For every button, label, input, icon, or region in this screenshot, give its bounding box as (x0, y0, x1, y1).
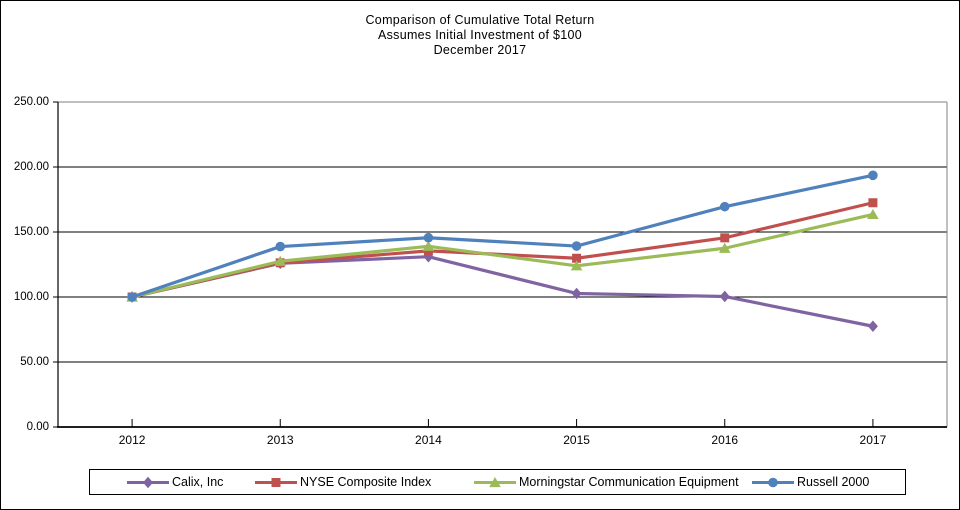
series-marker-calix-inc (423, 250, 434, 263)
legend-label-morningstar-communication-equipment: Morningstar Communication Equipment (519, 475, 739, 489)
series-marker-morningstar-communication-equipment (718, 242, 731, 253)
y-axis-tick-label: 0.00 (26, 421, 49, 433)
diamond-marker-icon (127, 476, 169, 488)
series-marker-nyse-composite-index (720, 233, 730, 243)
series-marker-russell-2000 (719, 201, 730, 212)
y-axis-tick-label: 200.00 (13, 161, 49, 173)
series-line-russell-2000 (130, 173, 875, 299)
chart-title-line3: December 2017 (433, 43, 527, 57)
series-line-calix-inc (130, 255, 875, 328)
legend-marker-calix-inc (143, 476, 153, 488)
series-marker-russell-2000 (127, 292, 137, 302)
x-axis-tick-label: 2013 (266, 433, 294, 447)
circle-marker-icon (752, 477, 794, 487)
x-axis-tick-label: 2014 (415, 433, 442, 447)
square-marker-icon (255, 477, 297, 487)
series-marker-russell-2000 (868, 170, 878, 181)
series-marker-russell-2000 (275, 241, 286, 252)
series-marker-russell-2000 (571, 241, 582, 251)
series-line-nyse-composite-index (130, 201, 875, 299)
legend-item-russell-2000: Russell 2000 (752, 470, 869, 494)
y-axis-tick-label: 50.00 (20, 356, 49, 368)
series-marker-morningstar-communication-equipment (570, 260, 583, 271)
triangle-marker-icon (474, 476, 516, 487)
series-marker-calix-inc (867, 320, 878, 333)
chart-title-line1: Comparison of Cumulative Total Return (365, 13, 595, 27)
y-axis-tick-label: 100.00 (13, 291, 49, 303)
legend-item-calix-inc: Calix, Inc (127, 470, 223, 494)
x-axis-tick-label: 2017 (859, 433, 887, 447)
legend-item-nyse-composite-index: NYSE Composite Index (255, 470, 431, 494)
y-axis-tick-label: 150.00 (13, 226, 49, 238)
chart-title-line2: Assumes Initial Investment of $100 (377, 28, 583, 42)
series-line-morningstar-communication-equipment (130, 212, 875, 299)
series-marker-nyse-composite-index (572, 253, 582, 263)
legend-marker-nyse-composite-index (271, 477, 281, 487)
legend-label-calix-inc: Calix, Inc (172, 475, 224, 489)
legend: Calix, Inc NYSE Composite Index Morningsta… (89, 469, 906, 495)
series-marker-calix-inc (719, 290, 730, 303)
x-axis-tick-label: 2012 (118, 433, 146, 447)
chart-title: Comparison of Cumulative Total Return As… (1, 13, 959, 58)
legend-marker-russell-2000 (768, 477, 778, 487)
legend-item-morningstar-communication-equipment: Morningstar Communication Equipment (474, 470, 739, 494)
series-marker-morningstar-communication-equipment (867, 208, 879, 220)
legend-label-nyse-composite-index: NYSE Composite Index (300, 475, 432, 489)
series-marker-morningstar-communication-equipment (422, 240, 435, 251)
legend-marker-morningstar-communication-equipment (489, 476, 501, 487)
x-axis-tick-label: 2016 (711, 433, 739, 447)
series-marker-russell-2000 (423, 232, 434, 243)
x-axis-tick-label: 2015 (563, 433, 590, 447)
series-marker-nyse-composite-index (868, 198, 878, 208)
series-marker-calix-inc (571, 287, 582, 300)
y-axis-tick-label: 250.00 (13, 96, 49, 108)
series-marker-morningstar-communication-equipment (274, 255, 287, 266)
legend-label-russell-2000: Russell 2000 (797, 475, 870, 489)
